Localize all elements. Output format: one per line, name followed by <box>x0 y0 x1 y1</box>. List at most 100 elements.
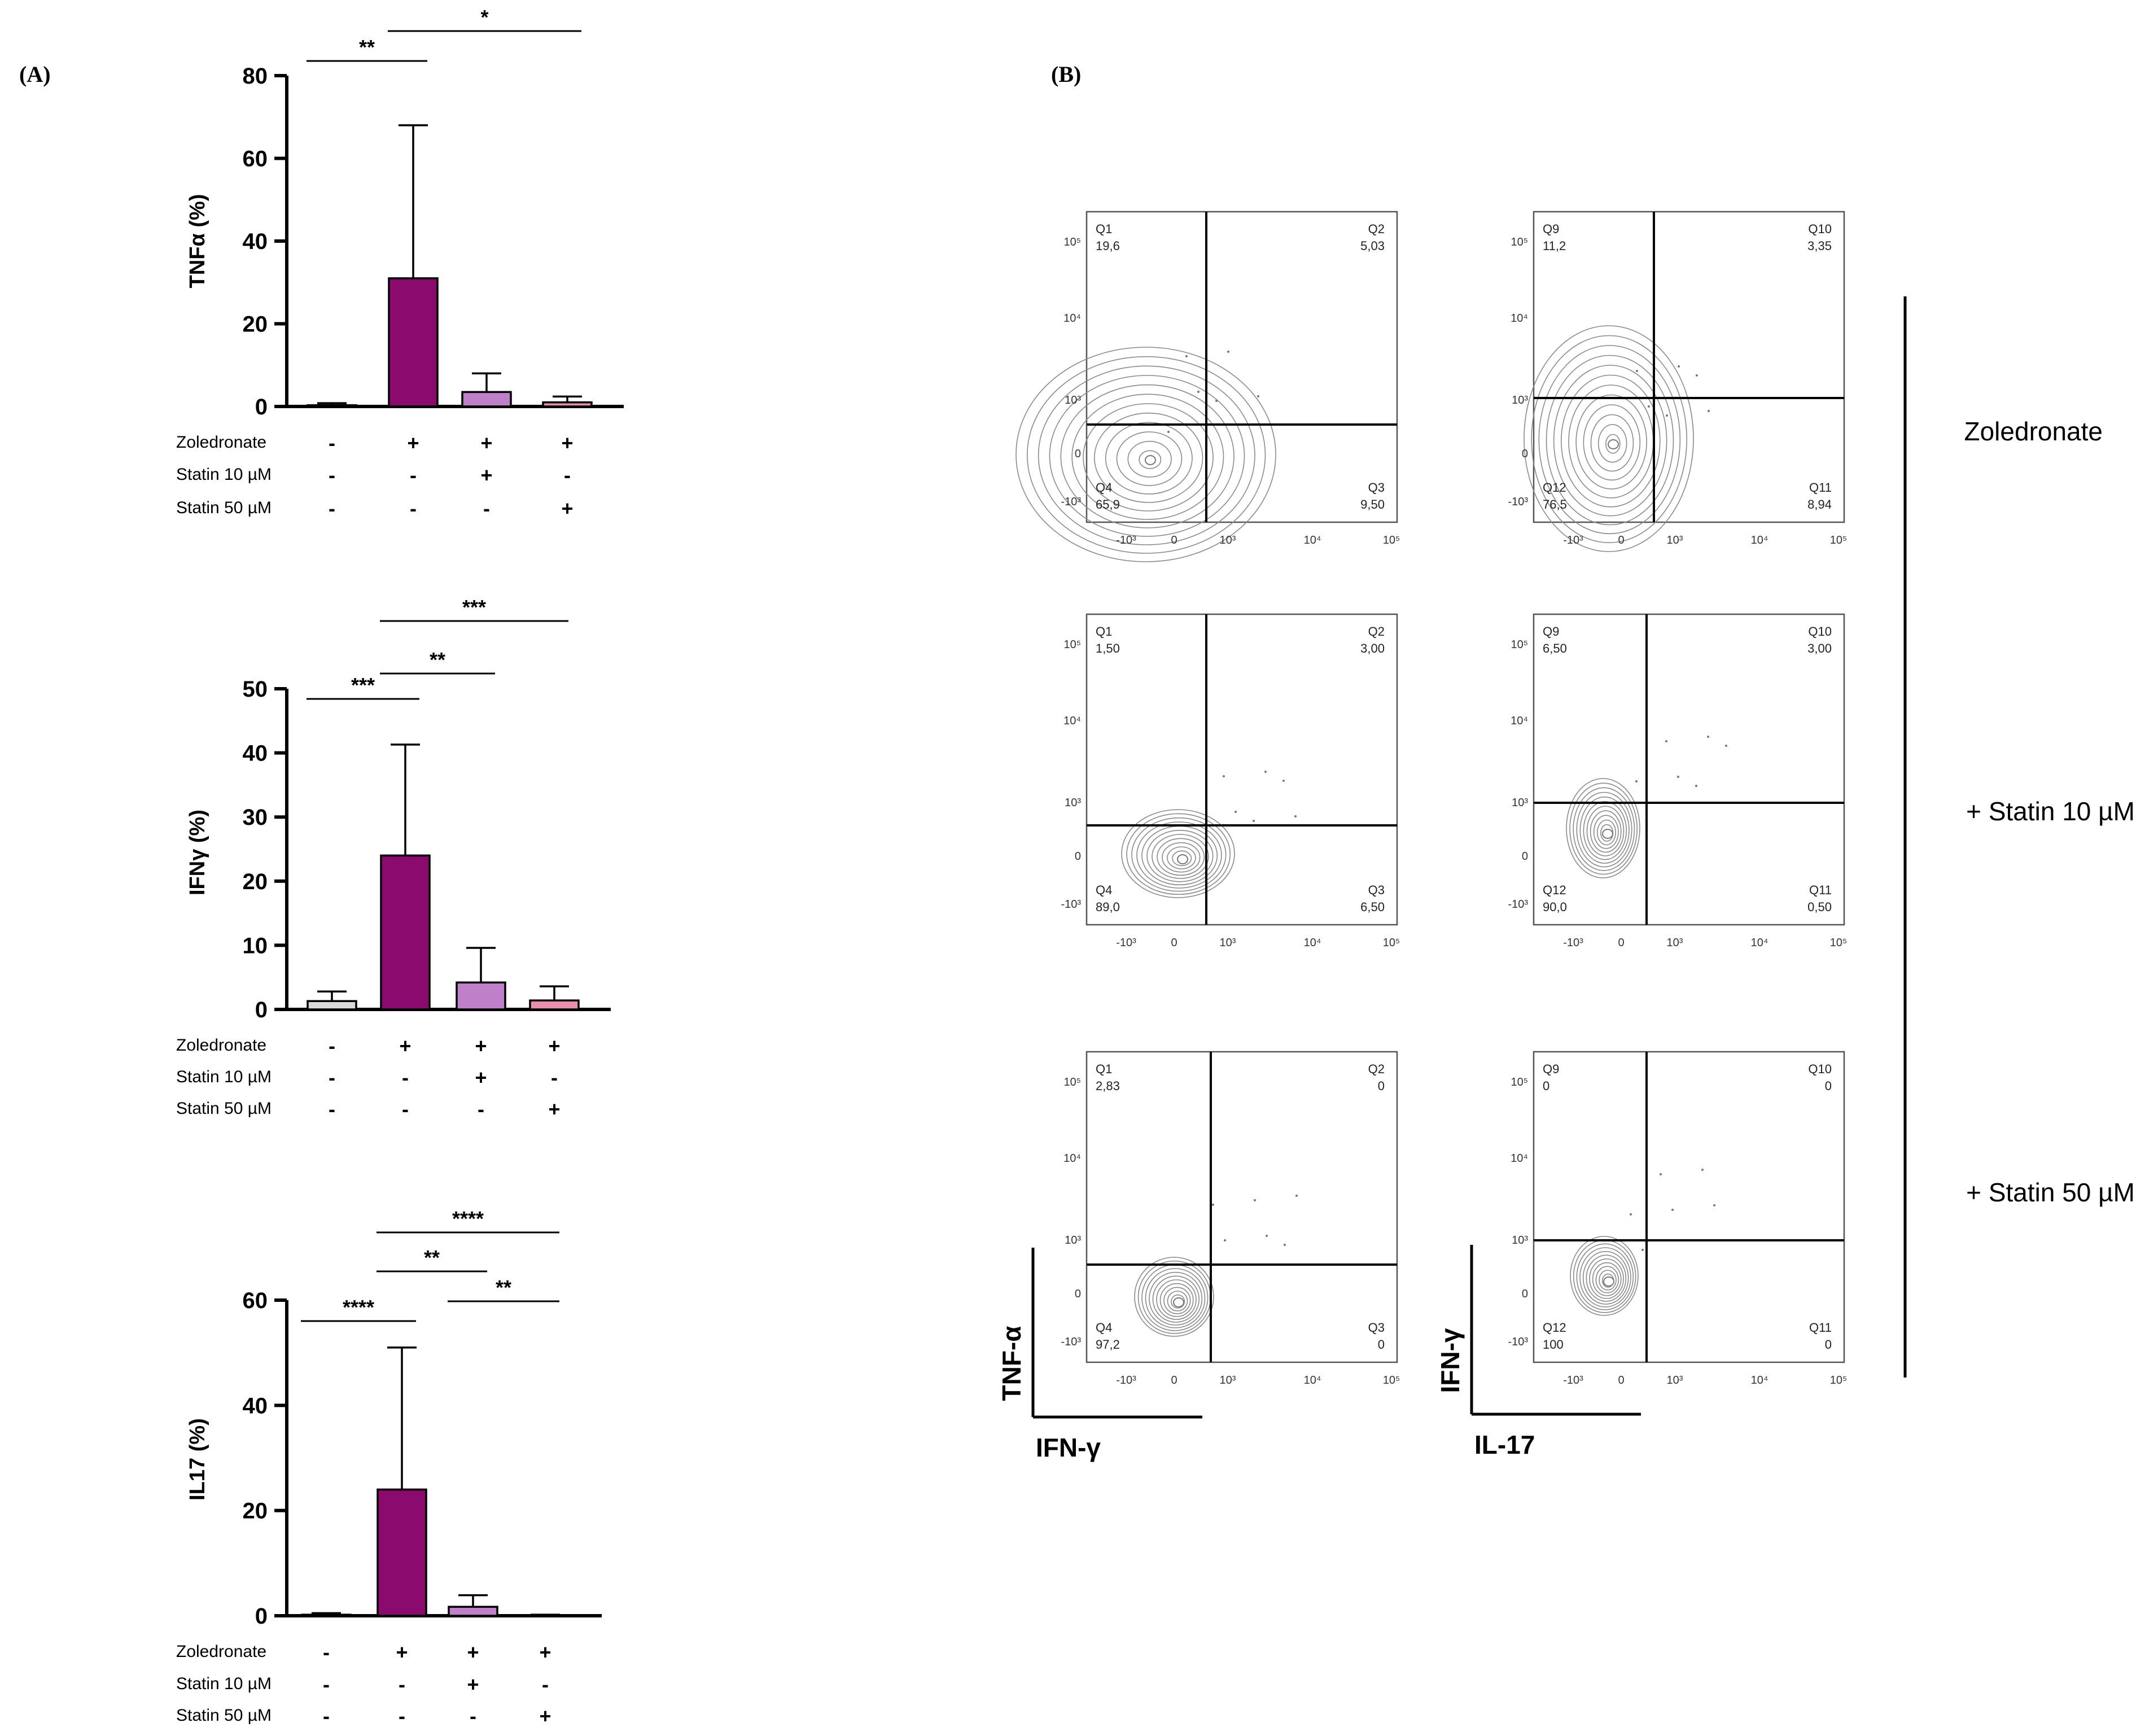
contour-line <box>1172 850 1192 867</box>
contour-center <box>1602 829 1613 839</box>
quadrant-name: Q12 <box>1543 883 1566 897</box>
bar <box>388 277 439 408</box>
x-tick-label: 0 <box>1618 534 1624 546</box>
contour-line <box>1139 450 1162 469</box>
contour-line <box>1131 817 1227 892</box>
bar <box>456 981 506 1011</box>
y-tick-label: 0 <box>1075 850 1081 863</box>
contour-line <box>1553 365 1667 517</box>
contour-line <box>1576 1243 1634 1310</box>
significance-label: *** <box>462 596 486 619</box>
contour-line <box>1163 1287 1191 1314</box>
contour-line <box>1167 1291 1188 1311</box>
contour-line <box>1015 347 1276 562</box>
treatment-sign: - <box>323 1641 330 1664</box>
event-dot <box>1257 395 1259 397</box>
event-dot <box>1266 1235 1268 1237</box>
contour-line <box>1157 838 1205 876</box>
quadrant-value: 19,6 <box>1096 239 1120 253</box>
panel-label-b: (B) <box>1051 62 1081 87</box>
quadrant-name: Q9 <box>1543 222 1559 236</box>
y-tick-label: 10 <box>243 933 268 958</box>
flow-plot-1: Q1 19,6 Q2 5,03 Q3 9,50 Q4 65,9 10⁵ 10⁴ 10³ 0 -10³ -1… <box>1015 211 1400 562</box>
y-tick-label: 50 <box>243 677 268 702</box>
treatment-sign: + <box>561 431 573 454</box>
contour-center <box>1603 1276 1614 1287</box>
event-dot <box>1227 351 1229 353</box>
treatment-sign: - <box>551 1066 558 1089</box>
event-dot <box>1235 811 1237 813</box>
y-tick-label: 10⁵ <box>1511 639 1528 651</box>
quadrant-value: 0 <box>1825 1079 1832 1093</box>
plot-frame <box>1533 211 1845 523</box>
x-tick-label: -10³ <box>1563 1374 1583 1387</box>
x-tick-label: 10⁴ <box>1304 1374 1321 1387</box>
contour-center <box>1173 1297 1184 1308</box>
x-tick-label: -10³ <box>1563 534 1583 546</box>
contour-line <box>1116 431 1183 486</box>
quadrant-value: 0 <box>1825 1337 1832 1352</box>
plot-frame <box>1085 1051 1398 1363</box>
y-tick-label: 10⁴ <box>1063 1152 1081 1165</box>
x-tick-label: 10³ <box>1220 937 1236 949</box>
treatment-sign: + <box>399 1034 411 1057</box>
event-dot <box>1224 1239 1226 1241</box>
treatment-sign: - <box>402 1066 409 1089</box>
event-dot <box>1701 1169 1704 1171</box>
event-dot <box>1666 414 1668 417</box>
y-tick-label: 40 <box>243 229 268 254</box>
y-tick-label: 10³ <box>1065 1234 1081 1247</box>
x-tick-label: 10⁴ <box>1304 534 1321 546</box>
contour-line <box>1136 821 1222 889</box>
y-tick-label: 0 <box>255 395 268 419</box>
treatment-sign: + <box>548 1034 560 1057</box>
y-tick-label: 80 <box>243 64 268 89</box>
contour-line <box>1586 806 1625 856</box>
contour-center <box>1177 854 1188 864</box>
contour-line <box>1146 829 1214 882</box>
treatment-sign: - <box>410 463 417 487</box>
y-tick-label: 10⁴ <box>1063 312 1081 325</box>
quadrant-name: Q4 <box>1096 480 1112 495</box>
bar <box>380 854 431 1011</box>
quadrant-value: 11,2 <box>1543 239 1566 253</box>
contour-line <box>1538 345 1681 535</box>
treatment-row-label: Statin 50 µM <box>176 499 272 517</box>
y-tick-label: 10³ <box>1512 797 1528 809</box>
treatment-row-label: Zoledronate <box>176 433 266 452</box>
x-tick-label: 10³ <box>1667 937 1683 949</box>
flow-plot-4: Q9 6,50 Q10 3,00 Q11 0,50 Q12 90,0 10⁵ 10⁴ 10³ 0 -10… <box>1508 613 1847 949</box>
contour-line <box>1576 792 1632 868</box>
x-tick-label: -10³ <box>1116 937 1136 949</box>
event-dot <box>1648 405 1650 408</box>
event-dot <box>1641 1249 1644 1251</box>
condition-label: + Statin 10 µM <box>1966 797 2135 826</box>
treatment-row-label: Statin 10 µM <box>176 1674 272 1693</box>
x-tick-label: 10⁴ <box>1751 937 1768 949</box>
bar <box>542 401 593 408</box>
treatment-sign: + <box>480 463 492 487</box>
x-tick-label: -10³ <box>1563 937 1583 949</box>
flow-plot-6: Q9 0 Q10 0 Q11 0 Q12 100 10⁵ 10⁴ 10³ 0 -10³ -10³ 0 10³ 1… <box>1508 1051 1847 1387</box>
x-tick-label: 0 <box>1171 534 1177 546</box>
treatment-row-label: Statin 50 µM <box>176 1706 272 1725</box>
x-tick-label: 0 <box>1171 937 1177 949</box>
y-tick-label: 10⁵ <box>1063 1076 1081 1088</box>
contour-line <box>1152 834 1209 879</box>
treatment-sign: - <box>329 463 335 487</box>
x-axis-label: IFN-γ <box>1036 1433 1101 1462</box>
contour-line <box>1524 325 1694 552</box>
quadrant-value: 2,83 <box>1096 1079 1120 1093</box>
treatment-sign: - <box>399 1673 405 1696</box>
quadrant-value: 0,50 <box>1807 900 1832 914</box>
y-axis-label: IFNγ (%) <box>186 810 209 895</box>
quadrant-name: Q4 <box>1096 883 1112 897</box>
quadrant-value: 65,9 <box>1096 497 1120 511</box>
bar <box>307 1000 357 1011</box>
bar <box>301 1613 352 1617</box>
treatment-sign: - <box>470 1704 476 1728</box>
y-tick-label: 10⁵ <box>1063 236 1081 248</box>
y-axis-label: IFN-γ <box>1435 1328 1465 1393</box>
